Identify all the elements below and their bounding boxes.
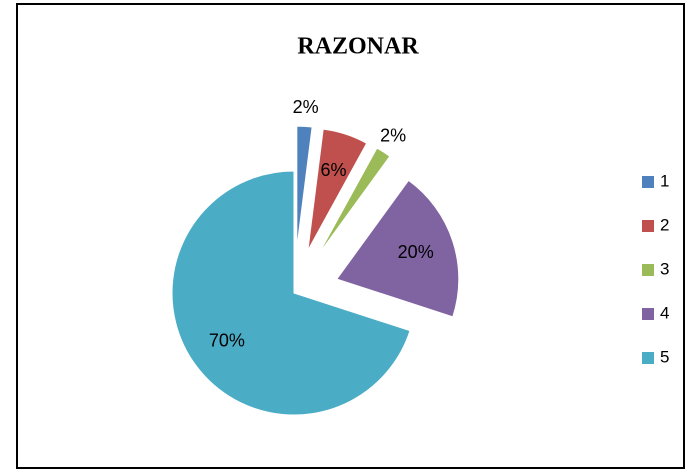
legend-swatch bbox=[642, 308, 654, 320]
pie-slice bbox=[317, 147, 391, 256]
pie-slice bbox=[171, 170, 411, 416]
legend-label: 3 bbox=[660, 259, 669, 278]
legend-label: 5 bbox=[660, 347, 669, 366]
pie-slice bbox=[307, 128, 368, 251]
data-label: 6% bbox=[321, 160, 347, 180]
pie-slice bbox=[335, 179, 460, 318]
data-label: 2% bbox=[293, 97, 319, 117]
legend-label: 1 bbox=[660, 171, 669, 190]
legend-swatch bbox=[642, 352, 654, 364]
data-label: 20% bbox=[398, 242, 434, 262]
legend-swatch bbox=[642, 176, 654, 188]
data-label: 70% bbox=[209, 331, 245, 351]
legend-swatch bbox=[642, 220, 654, 232]
pie-slice bbox=[296, 125, 313, 249]
legend-label: 4 bbox=[660, 303, 669, 322]
legend-swatch bbox=[642, 264, 654, 276]
legend-label: 2 bbox=[660, 215, 669, 234]
chart-title: RAZONAR bbox=[297, 34, 419, 60]
data-label: 2% bbox=[380, 126, 406, 146]
